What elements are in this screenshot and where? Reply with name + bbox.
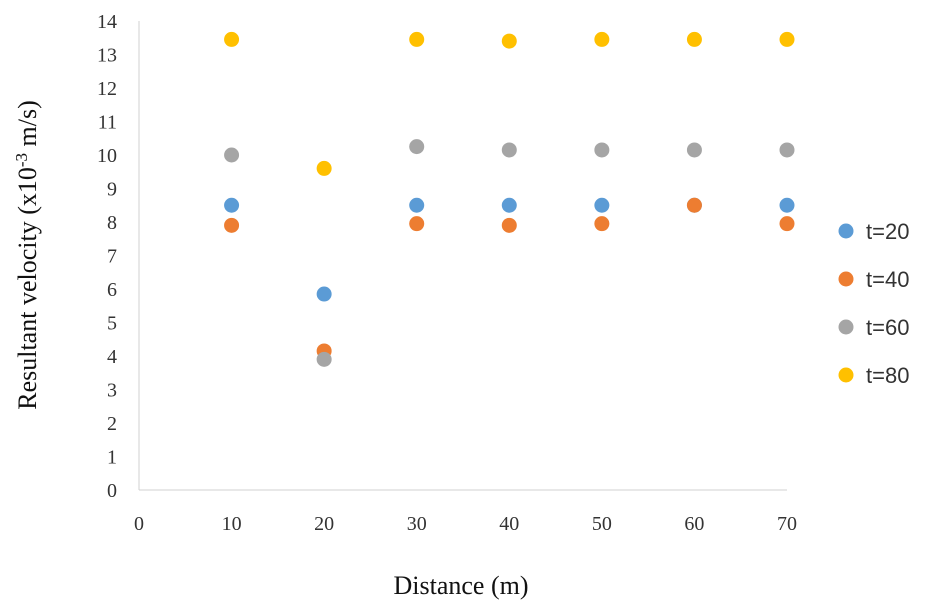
- y-tick-label: 1: [107, 447, 117, 469]
- legend: t=20 t=40 t=60 t=80: [838, 219, 909, 388]
- data-points: [224, 31, 795, 367]
- x-tick-label: 30: [407, 513, 427, 535]
- data-point: [316, 286, 332, 302]
- y-tick-label: 2: [107, 413, 117, 435]
- y-axis-title-unit: m/s): [13, 100, 42, 153]
- data-point: [316, 160, 332, 176]
- data-point: [686, 31, 702, 47]
- y-tick-label: 6: [107, 279, 117, 301]
- legend-label: t=60: [866, 315, 909, 340]
- y-tick-label: 0: [107, 480, 117, 502]
- y-tick-label: 3: [107, 380, 117, 402]
- data-point: [686, 197, 702, 213]
- y-tick-label: 12: [97, 78, 117, 100]
- legend-marker: [838, 367, 854, 383]
- legend-label: t=40: [866, 267, 909, 292]
- data-point: [501, 142, 517, 158]
- legend-label: t=20: [866, 219, 909, 244]
- data-point: [779, 142, 795, 158]
- data-point: [686, 142, 702, 158]
- y-axis-title-exponent: -3: [12, 153, 31, 167]
- data-point: [409, 139, 425, 155]
- data-point: [409, 31, 425, 47]
- data-point: [501, 33, 517, 49]
- legend-marker: [838, 223, 854, 239]
- data-point: [224, 217, 240, 233]
- data-point: [594, 142, 610, 158]
- data-point: [501, 197, 517, 213]
- x-tick-label: 60: [684, 513, 704, 535]
- x-tick-label: 70: [777, 513, 797, 535]
- data-point: [409, 216, 425, 232]
- x-tick-labels: 0 10 20 30 40 50 60 70: [134, 513, 797, 535]
- x-axis-title: Distance (m): [393, 571, 528, 600]
- x-tick-label: 0: [134, 513, 144, 535]
- y-tick-label: 13: [97, 45, 117, 67]
- y-axis-title: Resultant velocity (x10-3 m/s): [12, 100, 43, 410]
- data-point: [594, 31, 610, 47]
- y-axis-title-main: Resultant velocity (x10: [13, 167, 42, 410]
- y-tick-label: 4: [107, 346, 117, 368]
- x-tick-label: 10: [222, 513, 242, 535]
- y-tick-label: 7: [107, 246, 117, 268]
- y-tick-label: 11: [98, 112, 117, 134]
- data-point: [594, 216, 610, 232]
- y-tick-label: 8: [107, 212, 117, 234]
- y-tick-label: 5: [107, 313, 117, 335]
- data-point: [594, 197, 610, 213]
- y-tick-label: 14: [97, 11, 117, 33]
- data-point: [224, 197, 240, 213]
- legend-label: t=80: [866, 363, 909, 388]
- data-point: [501, 217, 517, 233]
- data-point: [409, 197, 425, 213]
- data-point: [779, 31, 795, 47]
- x-tick-label: 50: [592, 513, 612, 535]
- x-tick-label: 40: [499, 513, 519, 535]
- data-point: [224, 31, 240, 47]
- legend-marker: [838, 319, 854, 335]
- data-point: [779, 197, 795, 213]
- data-point: [224, 147, 240, 163]
- x-tick-label: 20: [314, 513, 334, 535]
- data-point: [779, 216, 795, 232]
- legend-marker: [838, 271, 854, 287]
- data-point: [316, 351, 332, 367]
- y-tick-label: 10: [97, 145, 117, 167]
- y-tick-label: 9: [107, 179, 117, 201]
